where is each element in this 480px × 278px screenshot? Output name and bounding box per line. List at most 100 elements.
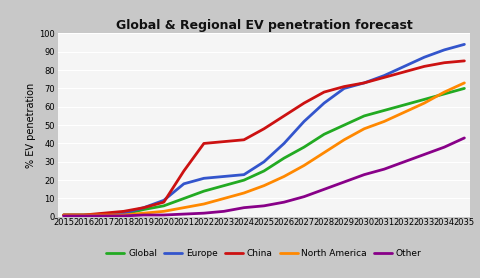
Europe bbox=[101, 212, 107, 216]
China bbox=[201, 142, 207, 145]
Europe bbox=[61, 213, 67, 217]
Global bbox=[101, 213, 107, 217]
Europe bbox=[161, 199, 167, 202]
Global bbox=[161, 204, 167, 207]
Europe bbox=[421, 56, 427, 59]
China bbox=[81, 213, 86, 217]
China bbox=[381, 76, 387, 79]
Europe bbox=[401, 65, 407, 68]
Global bbox=[141, 208, 147, 211]
Europe bbox=[241, 173, 247, 176]
Global bbox=[281, 157, 287, 160]
North America bbox=[281, 175, 287, 178]
North America bbox=[121, 213, 127, 217]
Other bbox=[341, 180, 347, 184]
China bbox=[181, 169, 187, 173]
North America bbox=[401, 111, 407, 114]
Global bbox=[261, 169, 267, 173]
Title: Global & Regional EV penetration forecast: Global & Regional EV penetration forecas… bbox=[116, 19, 412, 32]
Other bbox=[281, 200, 287, 204]
Europe bbox=[121, 212, 127, 215]
China bbox=[461, 59, 467, 63]
Global bbox=[381, 109, 387, 112]
Other bbox=[261, 204, 267, 207]
Europe bbox=[341, 87, 347, 90]
Europe bbox=[221, 175, 227, 178]
China bbox=[121, 210, 127, 213]
Other bbox=[121, 214, 127, 218]
North America bbox=[461, 81, 467, 85]
Global bbox=[341, 123, 347, 127]
North America bbox=[301, 164, 307, 167]
Global bbox=[61, 213, 67, 217]
Global bbox=[81, 213, 86, 217]
North America bbox=[201, 202, 207, 206]
China bbox=[161, 200, 167, 204]
Global bbox=[461, 87, 467, 90]
North America bbox=[321, 151, 327, 154]
Global bbox=[181, 197, 187, 200]
Europe bbox=[381, 74, 387, 77]
Global bbox=[301, 145, 307, 149]
Line: Global: Global bbox=[64, 88, 464, 215]
Global bbox=[321, 133, 327, 136]
Other bbox=[101, 214, 107, 218]
North America bbox=[341, 138, 347, 142]
Europe bbox=[321, 101, 327, 105]
Other bbox=[381, 167, 387, 171]
Other bbox=[361, 173, 367, 176]
Global bbox=[401, 103, 407, 106]
Other bbox=[461, 136, 467, 140]
Global bbox=[221, 184, 227, 187]
North America bbox=[81, 213, 86, 217]
Other bbox=[421, 153, 427, 156]
North America bbox=[181, 206, 187, 209]
Line: Other: Other bbox=[64, 138, 464, 216]
Europe bbox=[261, 160, 267, 163]
Y-axis label: % EV penetration: % EV penetration bbox=[26, 83, 36, 168]
China bbox=[101, 212, 107, 215]
Other bbox=[201, 212, 207, 215]
China bbox=[61, 213, 67, 217]
Other bbox=[161, 213, 167, 217]
China bbox=[361, 81, 367, 85]
Global bbox=[121, 212, 127, 216]
China bbox=[321, 90, 327, 94]
Europe bbox=[141, 206, 147, 209]
Line: Europe: Europe bbox=[64, 44, 464, 215]
China bbox=[241, 138, 247, 142]
North America bbox=[241, 191, 247, 195]
China bbox=[442, 61, 447, 64]
Other bbox=[301, 195, 307, 198]
China bbox=[141, 206, 147, 209]
China bbox=[301, 101, 307, 105]
North America bbox=[221, 197, 227, 200]
China bbox=[221, 140, 227, 143]
China bbox=[421, 65, 427, 68]
Other bbox=[442, 145, 447, 149]
North America bbox=[61, 213, 67, 217]
China bbox=[341, 85, 347, 88]
Other bbox=[241, 206, 247, 209]
China bbox=[401, 70, 407, 74]
Europe bbox=[281, 142, 287, 145]
Line: North America: North America bbox=[64, 83, 464, 215]
Europe bbox=[181, 182, 187, 185]
North America bbox=[381, 120, 387, 123]
Other bbox=[221, 210, 227, 213]
Europe bbox=[201, 177, 207, 180]
Global bbox=[442, 92, 447, 96]
Europe bbox=[301, 120, 307, 123]
Europe bbox=[361, 81, 367, 85]
China bbox=[261, 127, 267, 130]
Legend: Global, Europe, China, North America, Other: Global, Europe, China, North America, Ot… bbox=[104, 246, 424, 260]
China bbox=[281, 114, 287, 118]
Europe bbox=[81, 213, 86, 217]
North America bbox=[141, 212, 147, 215]
Europe bbox=[461, 43, 467, 46]
North America bbox=[442, 90, 447, 94]
Other bbox=[401, 160, 407, 163]
Europe bbox=[442, 48, 447, 51]
Global bbox=[421, 98, 427, 101]
Other bbox=[141, 213, 147, 217]
